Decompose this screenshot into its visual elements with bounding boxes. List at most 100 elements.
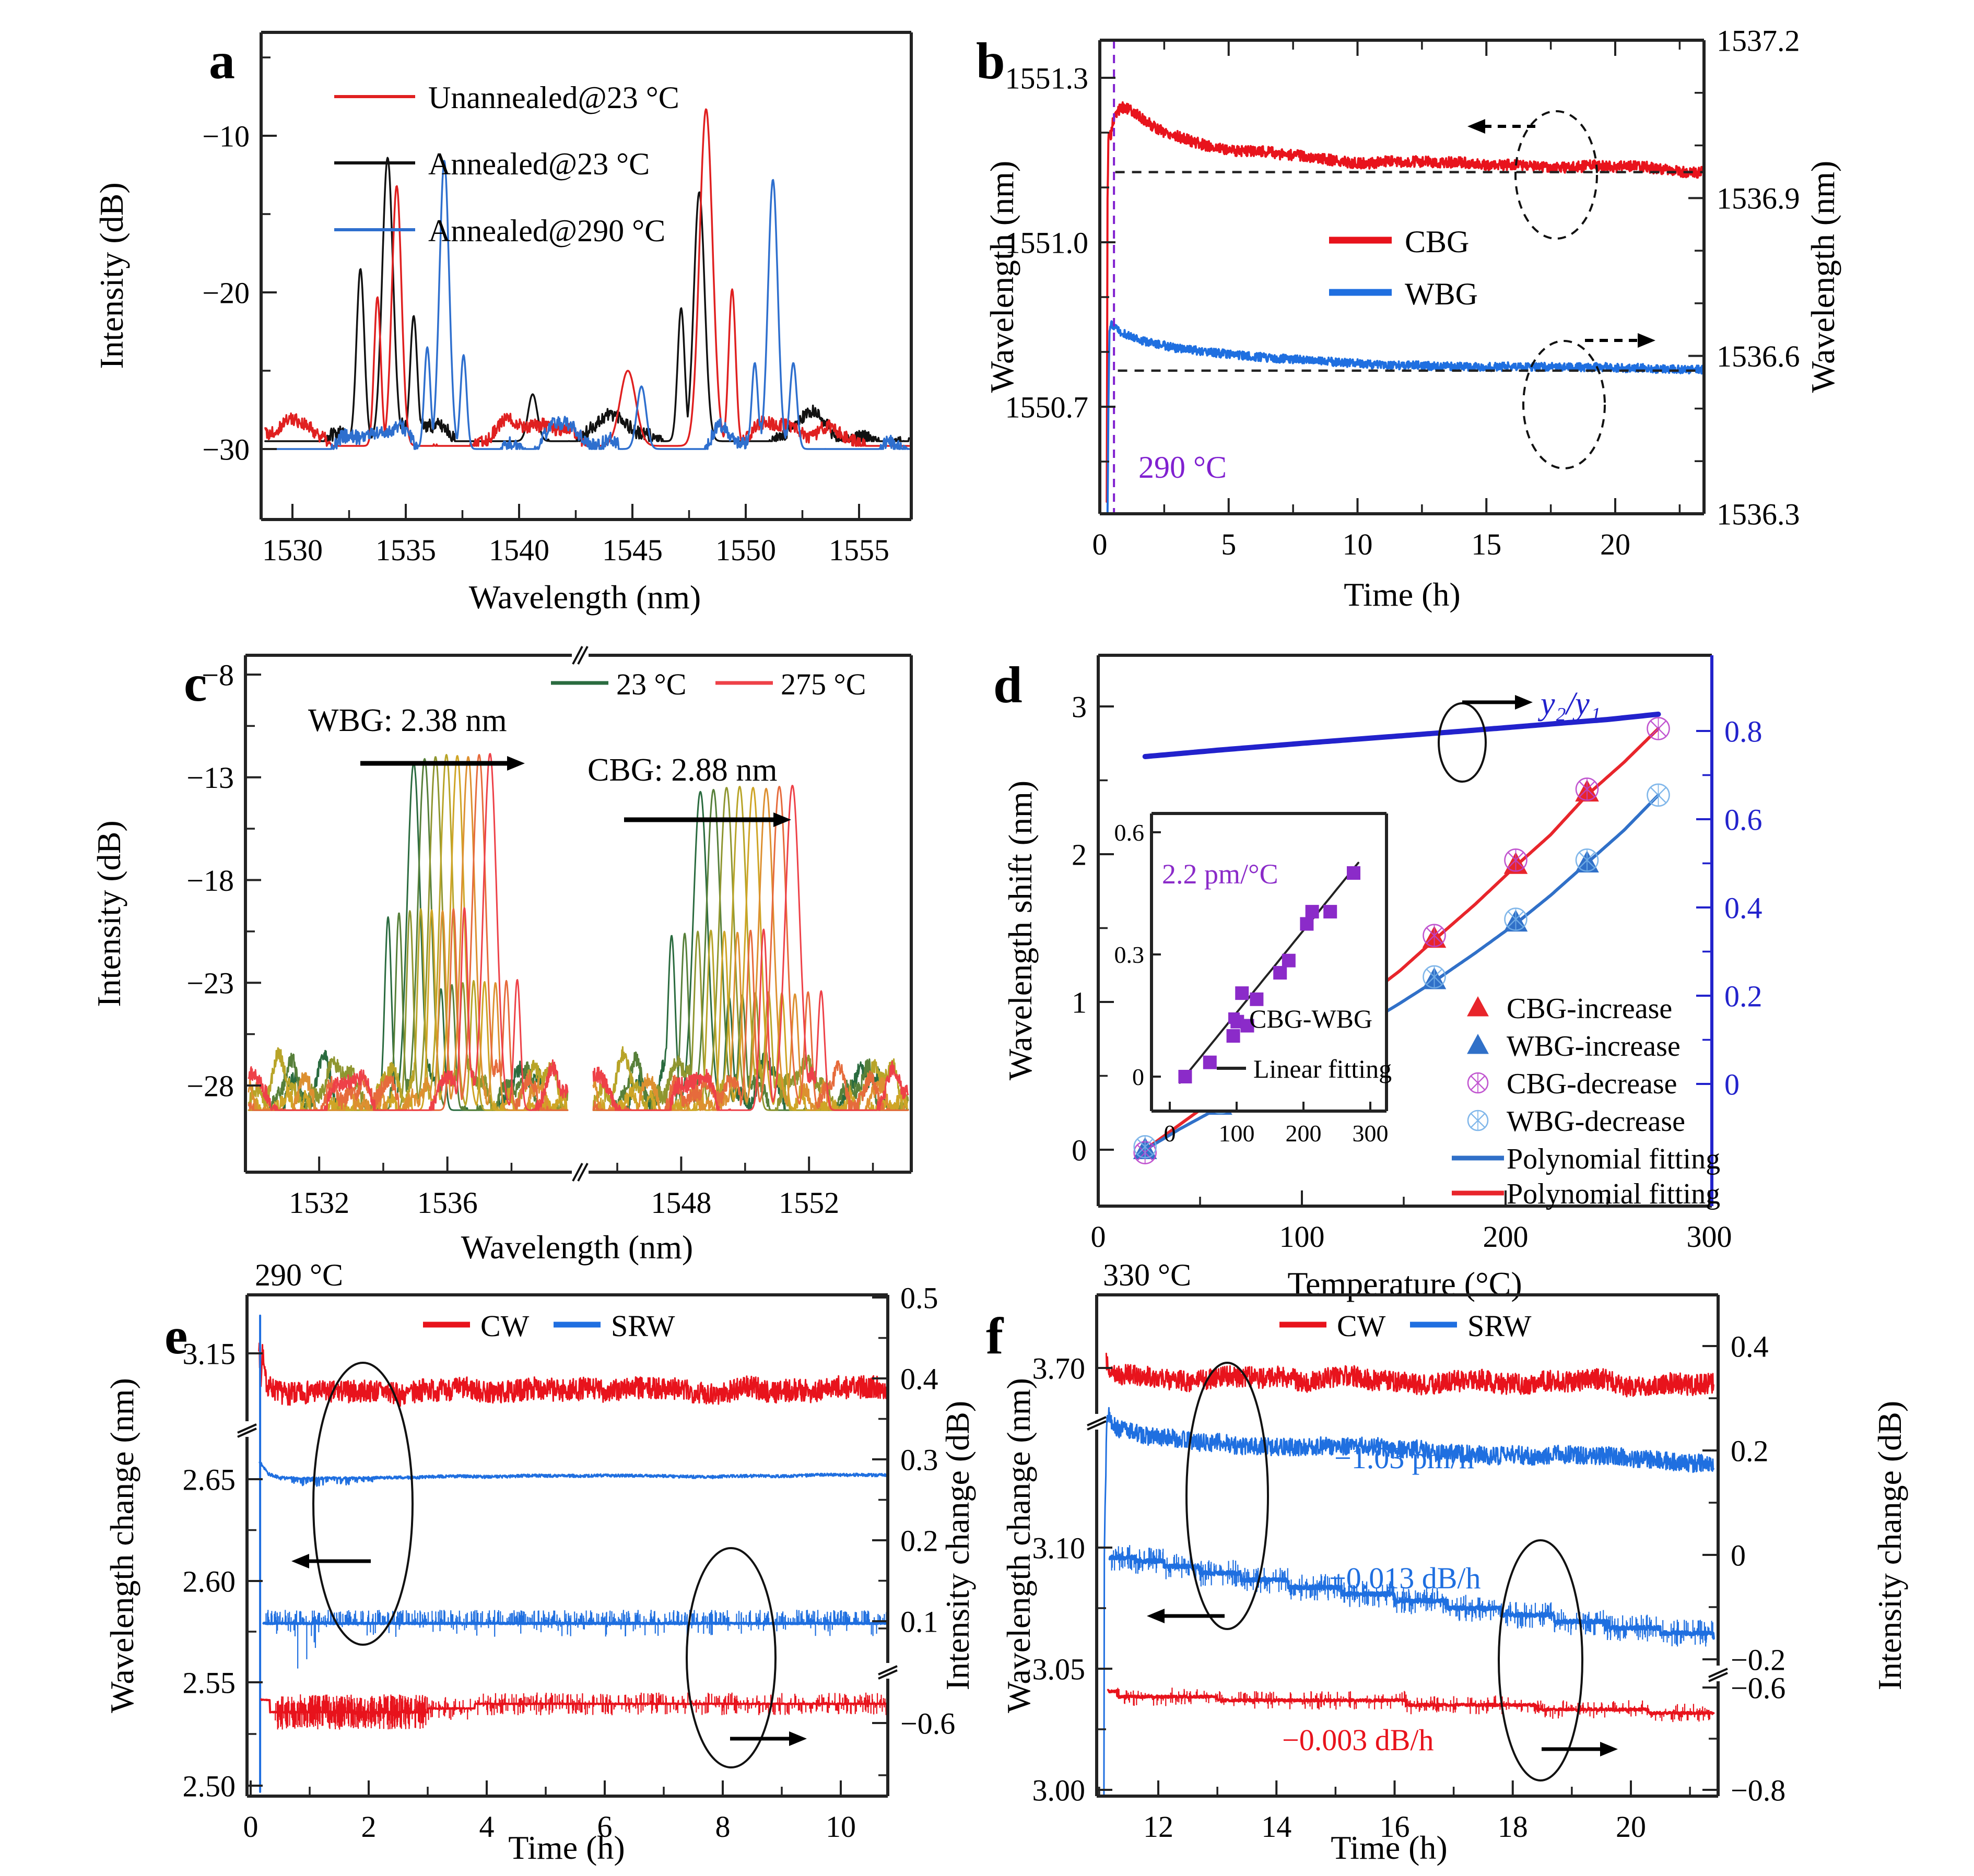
x-tick-label: 300 <box>1687 1220 1732 1254</box>
panel-a: 1530 1535 1540 1545 1550 1555 −10 −20 −30 Wavelen… <box>93 31 913 616</box>
y-tick-label: 3.70 <box>1032 1351 1086 1385</box>
axis-break-slash <box>1708 1668 1728 1678</box>
axis-break-slash <box>577 1163 589 1182</box>
y2-tick-label: 1536.3 <box>1717 497 1800 531</box>
axes: 0 5 10 15 20 1550.7 1551.0 1551.3 1536.3 1536.6 15… <box>1005 23 1800 561</box>
arrowhead <box>1600 1742 1618 1756</box>
x-tick-label: 20 <box>1616 1810 1646 1844</box>
panel-letter: b <box>976 32 1005 90</box>
marker-circled-x <box>1504 907 1528 931</box>
cw-wavelength <box>1105 1352 1714 1398</box>
marker-square <box>1282 953 1296 968</box>
axis-break-slash <box>1087 1420 1107 1431</box>
marker-circled-x <box>1467 1110 1489 1131</box>
annotation: WBG-decrease <box>1507 1105 1685 1138</box>
x-tick-label: 4 <box>479 1810 495 1844</box>
annotation: 2.2 pm/°C <box>1162 858 1278 890</box>
marker-square <box>1305 905 1319 919</box>
annotation: 330 °C <box>1103 1258 1191 1292</box>
arrowhead <box>291 1554 309 1568</box>
axes: 12 14 16 18 203.003.053.103.700.40.20−0.2−0.… <box>1032 1293 1785 1844</box>
x-tick-label: 1530 <box>262 533 323 567</box>
x-tick-label: 14 <box>1261 1810 1291 1844</box>
axes: 1532 1536 1548 1552 −8 −13 −18 −23 −28 <box>186 646 913 1220</box>
x-tick-label: 16 <box>1380 1810 1410 1844</box>
panel-e: 0 2 4 6 8 10 2.50 2.55 2.60 2.65 3.15 0.5 0.4 0.3 0.2 0… <box>103 1258 976 1866</box>
x-tick-label: 1552 <box>779 1186 839 1220</box>
x-tick-label: 1555 <box>829 533 889 567</box>
y-tick-label: 0.3 <box>1114 941 1145 968</box>
annotation: y₂/y₁ <box>1537 686 1601 722</box>
y-tick-label: 1551.0 <box>1005 226 1089 259</box>
x-tick-label: 200 <box>1286 1120 1322 1147</box>
annotation: CBG: 2.88 nm <box>588 752 777 788</box>
x-axis-title: Time (h) <box>1344 576 1460 613</box>
marker-square <box>1300 917 1314 931</box>
x-tick-label: 12 <box>1143 1810 1173 1844</box>
annotation: CW <box>480 1309 530 1343</box>
arrowhead <box>773 812 791 827</box>
x-tick-label: 0 <box>1092 527 1108 561</box>
x-tick-label: 0 <box>1091 1220 1106 1254</box>
highlight-ellipse <box>686 1547 777 1768</box>
panel-letter: e <box>164 1307 187 1365</box>
x-tick-label: 5 <box>1221 527 1236 561</box>
marker-circled-x <box>1647 783 1670 807</box>
y2-tick-label: 0.4 <box>900 1362 938 1396</box>
spectrum-275C <box>248 753 569 1111</box>
marker-square <box>1273 966 1287 980</box>
y-tick-label: −10 <box>202 119 250 153</box>
panel-c: 1532 1536 1548 1552 −8 −13 −18 −23 −28 Wavelength… <box>90 646 913 1266</box>
marker-square <box>1250 992 1264 1006</box>
y-tick-label: −30 <box>202 432 250 466</box>
y-tick-label: 2 <box>1072 837 1087 871</box>
y2-tick-label: −0.6 <box>900 1706 955 1740</box>
y2-tick-label: 0.5 <box>900 1281 938 1315</box>
y2-tick-label: 1536.9 <box>1717 182 1800 216</box>
marker-square <box>1226 1029 1240 1043</box>
annotation: CBG-WBG <box>1249 1004 1372 1033</box>
arrowhead <box>1467 119 1485 134</box>
x-tick-label: 1535 <box>375 533 436 567</box>
cw-wavelength <box>258 1342 888 1407</box>
y2-axis-title: Intensity change (dB) <box>939 1401 976 1691</box>
marker-square <box>1347 866 1360 880</box>
marker-circled-x <box>1423 924 1446 947</box>
x-tick-label: 1550 <box>715 533 776 567</box>
y-tick-label: 3.05 <box>1032 1652 1086 1686</box>
annotation: WBG-increase <box>1507 1030 1681 1063</box>
annotation: CW <box>1337 1309 1386 1343</box>
highlight-ellipse <box>1514 110 1598 240</box>
annotation: Unannealed@23 °C <box>428 80 679 115</box>
spectrum-23C <box>592 790 909 1111</box>
y-tick-label: 0 <box>1072 1133 1087 1167</box>
highlight-ellipse <box>1498 1539 1583 1781</box>
annealed-290C-spectrum <box>264 160 910 450</box>
x-tick-label: 300 <box>1353 1120 1389 1147</box>
x-tick-label: 2 <box>361 1810 377 1844</box>
highlight-ellipse <box>1522 340 1606 469</box>
y2-axis-title: Intensity change (dB) <box>1871 1401 1908 1691</box>
spectrum-275C <box>592 785 909 1111</box>
y2-axis-title: Wavelength (nm) <box>1804 161 1841 393</box>
axis-break-slash <box>237 1427 257 1438</box>
x-axis-title: Wavelength (nm) <box>469 579 701 616</box>
annotation: −0.013 dB/h <box>1329 1561 1481 1595</box>
marker-square <box>1203 1055 1217 1069</box>
marker-square <box>1178 1070 1192 1083</box>
axis-break-slash <box>577 646 589 665</box>
annotation: Polynomial fitting <box>1507 1143 1720 1175</box>
y2-tick-label: −0.2 <box>1731 1643 1785 1677</box>
x-tick-label: 0 <box>1164 1120 1176 1147</box>
srw-intensity <box>1108 1554 1715 1640</box>
marker-circled-x <box>1467 1072 1489 1094</box>
x-tick-label: 18 <box>1498 1810 1528 1844</box>
srw-wavelength <box>258 1461 888 1487</box>
y-tick-label: 3.15 <box>183 1337 236 1371</box>
annotation: CBG <box>1405 225 1469 259</box>
marker-circled-x <box>1423 965 1446 989</box>
axis-break-slash <box>878 1665 898 1676</box>
y-tick-label: 0.6 <box>1114 819 1145 846</box>
